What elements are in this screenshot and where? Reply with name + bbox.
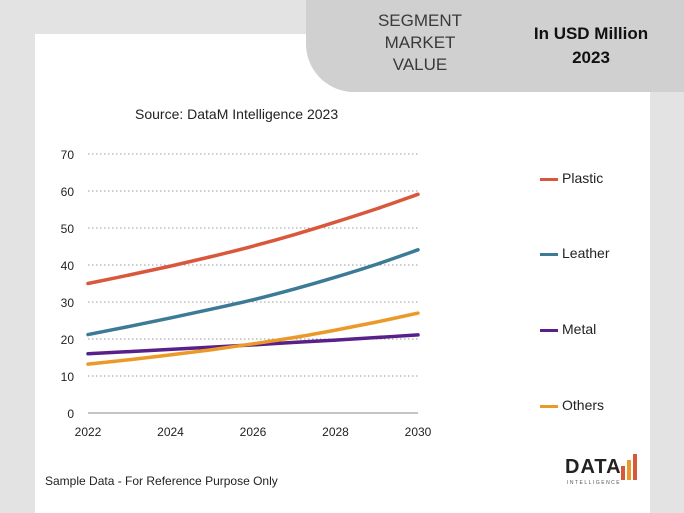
y-tick-label: 0 <box>67 407 74 421</box>
legend-swatch <box>540 329 558 332</box>
y-tick-label: 70 <box>61 148 75 162</box>
logo-text: DATA <box>565 456 622 478</box>
datam-logo: DATA INTELLIGENCE <box>565 452 641 492</box>
legend-label: Plastic <box>562 170 604 186</box>
segment-label-line: MARKET <box>384 33 456 52</box>
x-tick-label: 2024 <box>157 425 184 439</box>
legend-swatch <box>540 405 558 408</box>
footnote: Sample Data - For Reference Purpose Only <box>45 474 278 488</box>
bar-chart-icon <box>621 454 637 480</box>
y-tick-label: 20 <box>61 333 75 347</box>
x-tick-label: 2028 <box>322 425 349 439</box>
x-tick-label: 2030 <box>405 425 432 439</box>
y-tick-label: 60 <box>61 185 75 199</box>
legend-item-others: Others <box>540 397 670 417</box>
x-tick-label: 2026 <box>240 425 267 439</box>
legend-swatch <box>540 253 558 256</box>
legend-label: Metal <box>562 321 597 337</box>
series-line-leather <box>86 248 420 337</box>
legend-item-leather: Leather <box>540 245 670 265</box>
y-tick-label: 40 <box>61 259 75 273</box>
series-line-plastic <box>86 192 420 286</box>
y-tick-label: 30 <box>61 296 75 310</box>
legend-label: Leather <box>562 245 610 261</box>
unit-label: In USD Million 2023 <box>502 22 680 70</box>
segment-label-line: VALUE <box>392 55 448 74</box>
y-tick-label: 50 <box>61 222 75 236</box>
unit-label-year: 2023 <box>572 48 610 67</box>
legend-swatch <box>540 178 558 181</box>
y-tick-label: 10 <box>61 370 75 384</box>
logo-subtext: INTELLIGENCE <box>567 480 622 486</box>
unit-label-line: In USD Million <box>533 24 649 43</box>
x-tick-label: 2022 <box>75 425 102 439</box>
legend-label: Others <box>562 397 605 413</box>
header-banner: SEGMENT MARKET VALUE In USD Million 2023 <box>306 0 684 92</box>
segment-label-line: SEGMENT <box>377 11 463 30</box>
legend-item-plastic: Plastic <box>540 170 670 190</box>
series-line-others <box>86 311 420 366</box>
segment-market-value-label: SEGMENT MARKET VALUE <box>360 10 480 76</box>
source-label: Source: DataM Intelligence 2023 <box>135 106 339 122</box>
legend-item-metal: Metal <box>540 321 670 341</box>
